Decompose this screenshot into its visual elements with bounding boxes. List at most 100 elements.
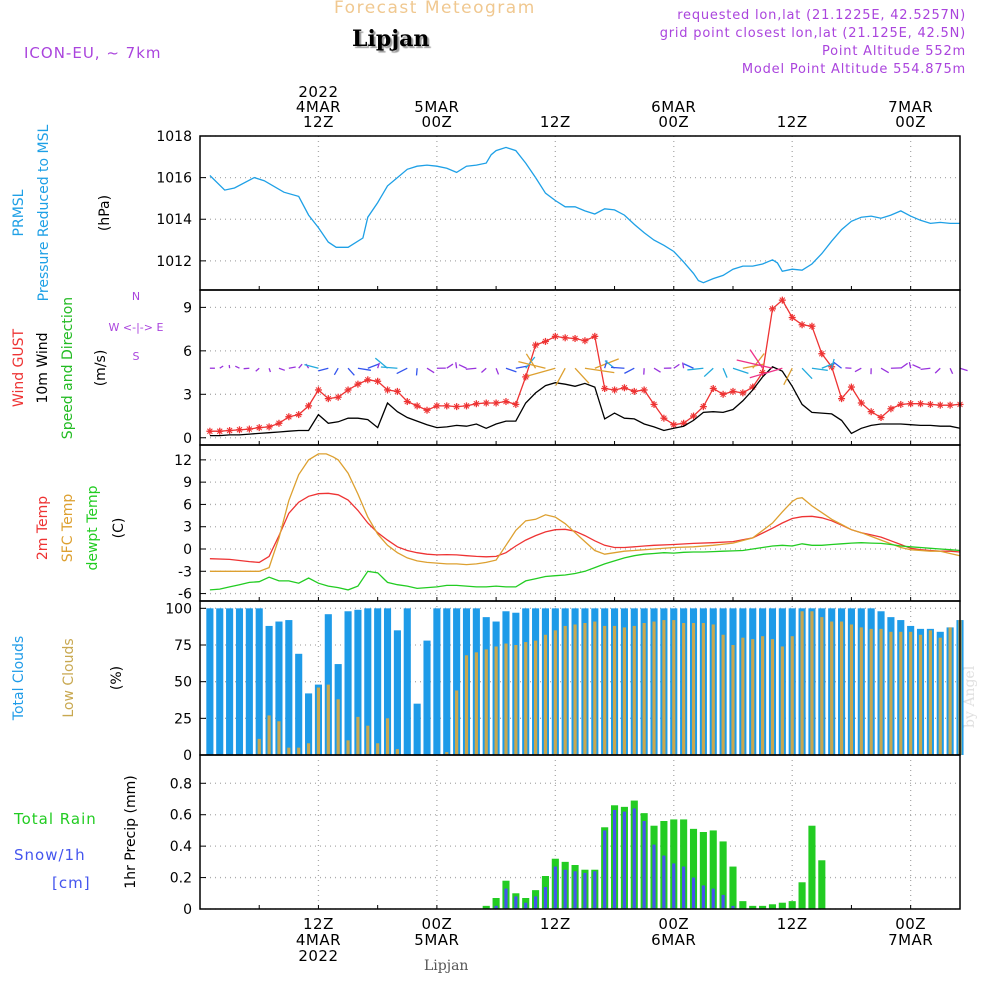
point-gust bbox=[739, 389, 747, 397]
bar-low_clouds bbox=[820, 617, 824, 755]
bar-snow bbox=[701, 885, 705, 909]
marker-stroke bbox=[680, 420, 687, 427]
marker-stroke bbox=[947, 402, 953, 409]
wind-direction-arrow bbox=[594, 358, 619, 369]
y-tick-label: 1018 bbox=[156, 129, 192, 145]
y-tick-label: 0 bbox=[183, 431, 192, 447]
point-gust bbox=[591, 332, 599, 340]
bar-low_clouds bbox=[751, 639, 755, 755]
marker-stroke bbox=[236, 426, 243, 433]
panel-label-pressure: (hPa) bbox=[97, 195, 113, 231]
y-tick-label: 1012 bbox=[156, 254, 192, 270]
bar-low_clouds bbox=[356, 716, 360, 755]
marker-stroke bbox=[394, 388, 401, 395]
panel-pressure: 1012 1014 1016 1018 PRMSL Pressure Reduced to… bbox=[11, 124, 961, 301]
marker-stroke bbox=[207, 428, 213, 435]
point-gust bbox=[472, 400, 480, 408]
panel-frame bbox=[199, 444, 961, 602]
point-gust bbox=[640, 386, 648, 394]
point-gust bbox=[403, 398, 411, 406]
point-gust bbox=[818, 350, 826, 358]
y-tick-label: 50 bbox=[174, 675, 192, 691]
point-gust bbox=[255, 424, 263, 432]
bar-rain bbox=[680, 819, 688, 909]
bar-total_clouds bbox=[245, 608, 253, 755]
marker-stroke bbox=[700, 403, 707, 410]
point-gust bbox=[936, 401, 944, 409]
time-label-bottom: 6MAR bbox=[651, 931, 696, 949]
y-tick-label: 0 bbox=[183, 748, 192, 764]
marker-stroke bbox=[483, 400, 490, 406]
wind-direction-arrow bbox=[683, 363, 694, 369]
marker-stroke bbox=[256, 424, 263, 431]
wind-direction-arrow bbox=[854, 367, 862, 373]
marker-stroke bbox=[749, 384, 756, 390]
marker-stroke bbox=[463, 403, 470, 409]
bar-snow bbox=[721, 894, 725, 909]
point-gust bbox=[788, 314, 796, 322]
time-label-bottom: 00Z bbox=[895, 915, 926, 933]
point-gust bbox=[877, 413, 885, 421]
y-tick-label: 0 bbox=[183, 902, 192, 918]
wind-direction-arrow bbox=[518, 361, 546, 369]
panel-label-pressure: PRMSL bbox=[11, 189, 27, 236]
point-gust bbox=[541, 337, 549, 345]
wind-direction-arrow bbox=[908, 361, 912, 369]
panel-label-wind: Wind GUST bbox=[11, 328, 27, 407]
bar-low_clouds bbox=[770, 639, 775, 755]
wind-direction-arrow bbox=[446, 363, 454, 369]
wind-direction-arrow bbox=[304, 364, 319, 369]
panel-precip: 0 0.2 0.4 0.6 0.8 Total Rain Snow/1h [cm] 1hr Pr… bbox=[13, 754, 961, 918]
y-tick-label: 0.4 bbox=[170, 839, 192, 855]
wind-direction-arrow bbox=[380, 366, 398, 369]
time-label-top: 00Z bbox=[658, 113, 689, 131]
time-label-top: 12Z bbox=[777, 113, 808, 131]
marker-stroke bbox=[532, 342, 539, 348]
wind-direction-arrow bbox=[811, 367, 828, 372]
bar-low_clouds bbox=[721, 634, 725, 755]
point-gust bbox=[532, 341, 540, 349]
bar-low_clouds bbox=[928, 630, 932, 755]
point-gust bbox=[423, 406, 431, 414]
bar-total_clouds bbox=[344, 611, 352, 755]
point-gust bbox=[699, 403, 707, 411]
bar-low_clouds bbox=[790, 636, 794, 755]
wind-direction-arrow bbox=[703, 367, 714, 378]
point-gust bbox=[719, 390, 727, 398]
wind-direction-arrow bbox=[415, 368, 418, 376]
time-label-top: 2022 bbox=[298, 83, 338, 101]
panel-label-temperature: dewpt Temp bbox=[85, 485, 101, 570]
point-gust bbox=[433, 402, 441, 410]
bar-snow bbox=[543, 887, 548, 909]
bar-rain bbox=[492, 898, 500, 909]
grid-point-coordinates: grid point closest lon,lat (21.125E, 42.… bbox=[659, 26, 966, 41]
wind-direction-arrow bbox=[318, 367, 329, 372]
point-gust bbox=[285, 413, 293, 421]
time-label-bottom: 12Z bbox=[303, 915, 334, 933]
bar-low_clouds bbox=[869, 628, 873, 755]
wind-direction-arrow bbox=[653, 367, 661, 373]
bar-total_clouds bbox=[265, 625, 273, 755]
bar-snow bbox=[494, 905, 498, 909]
bar-low_clouds bbox=[849, 624, 854, 755]
wind-direction-arrow bbox=[527, 367, 556, 377]
time-label-top: 00Z bbox=[421, 113, 452, 131]
marker-stroke bbox=[888, 405, 894, 412]
wind-direction-arrow bbox=[515, 365, 528, 369]
wind-direction-arrow bbox=[396, 367, 408, 375]
wind-direction-arrow bbox=[880, 367, 890, 374]
bar-snow bbox=[642, 821, 646, 909]
point-gust bbox=[364, 376, 372, 384]
bar-low_clouds bbox=[494, 646, 498, 755]
bar-snow bbox=[563, 869, 567, 909]
time-label-top: 12Z bbox=[540, 113, 571, 131]
marker-stroke bbox=[927, 401, 934, 408]
bar-snow bbox=[632, 808, 636, 909]
marker-stroke bbox=[661, 415, 667, 422]
time-label-bottom: 12Z bbox=[777, 915, 808, 933]
bar-snow bbox=[622, 811, 626, 909]
time-label-bottom: 00Z bbox=[421, 915, 452, 933]
